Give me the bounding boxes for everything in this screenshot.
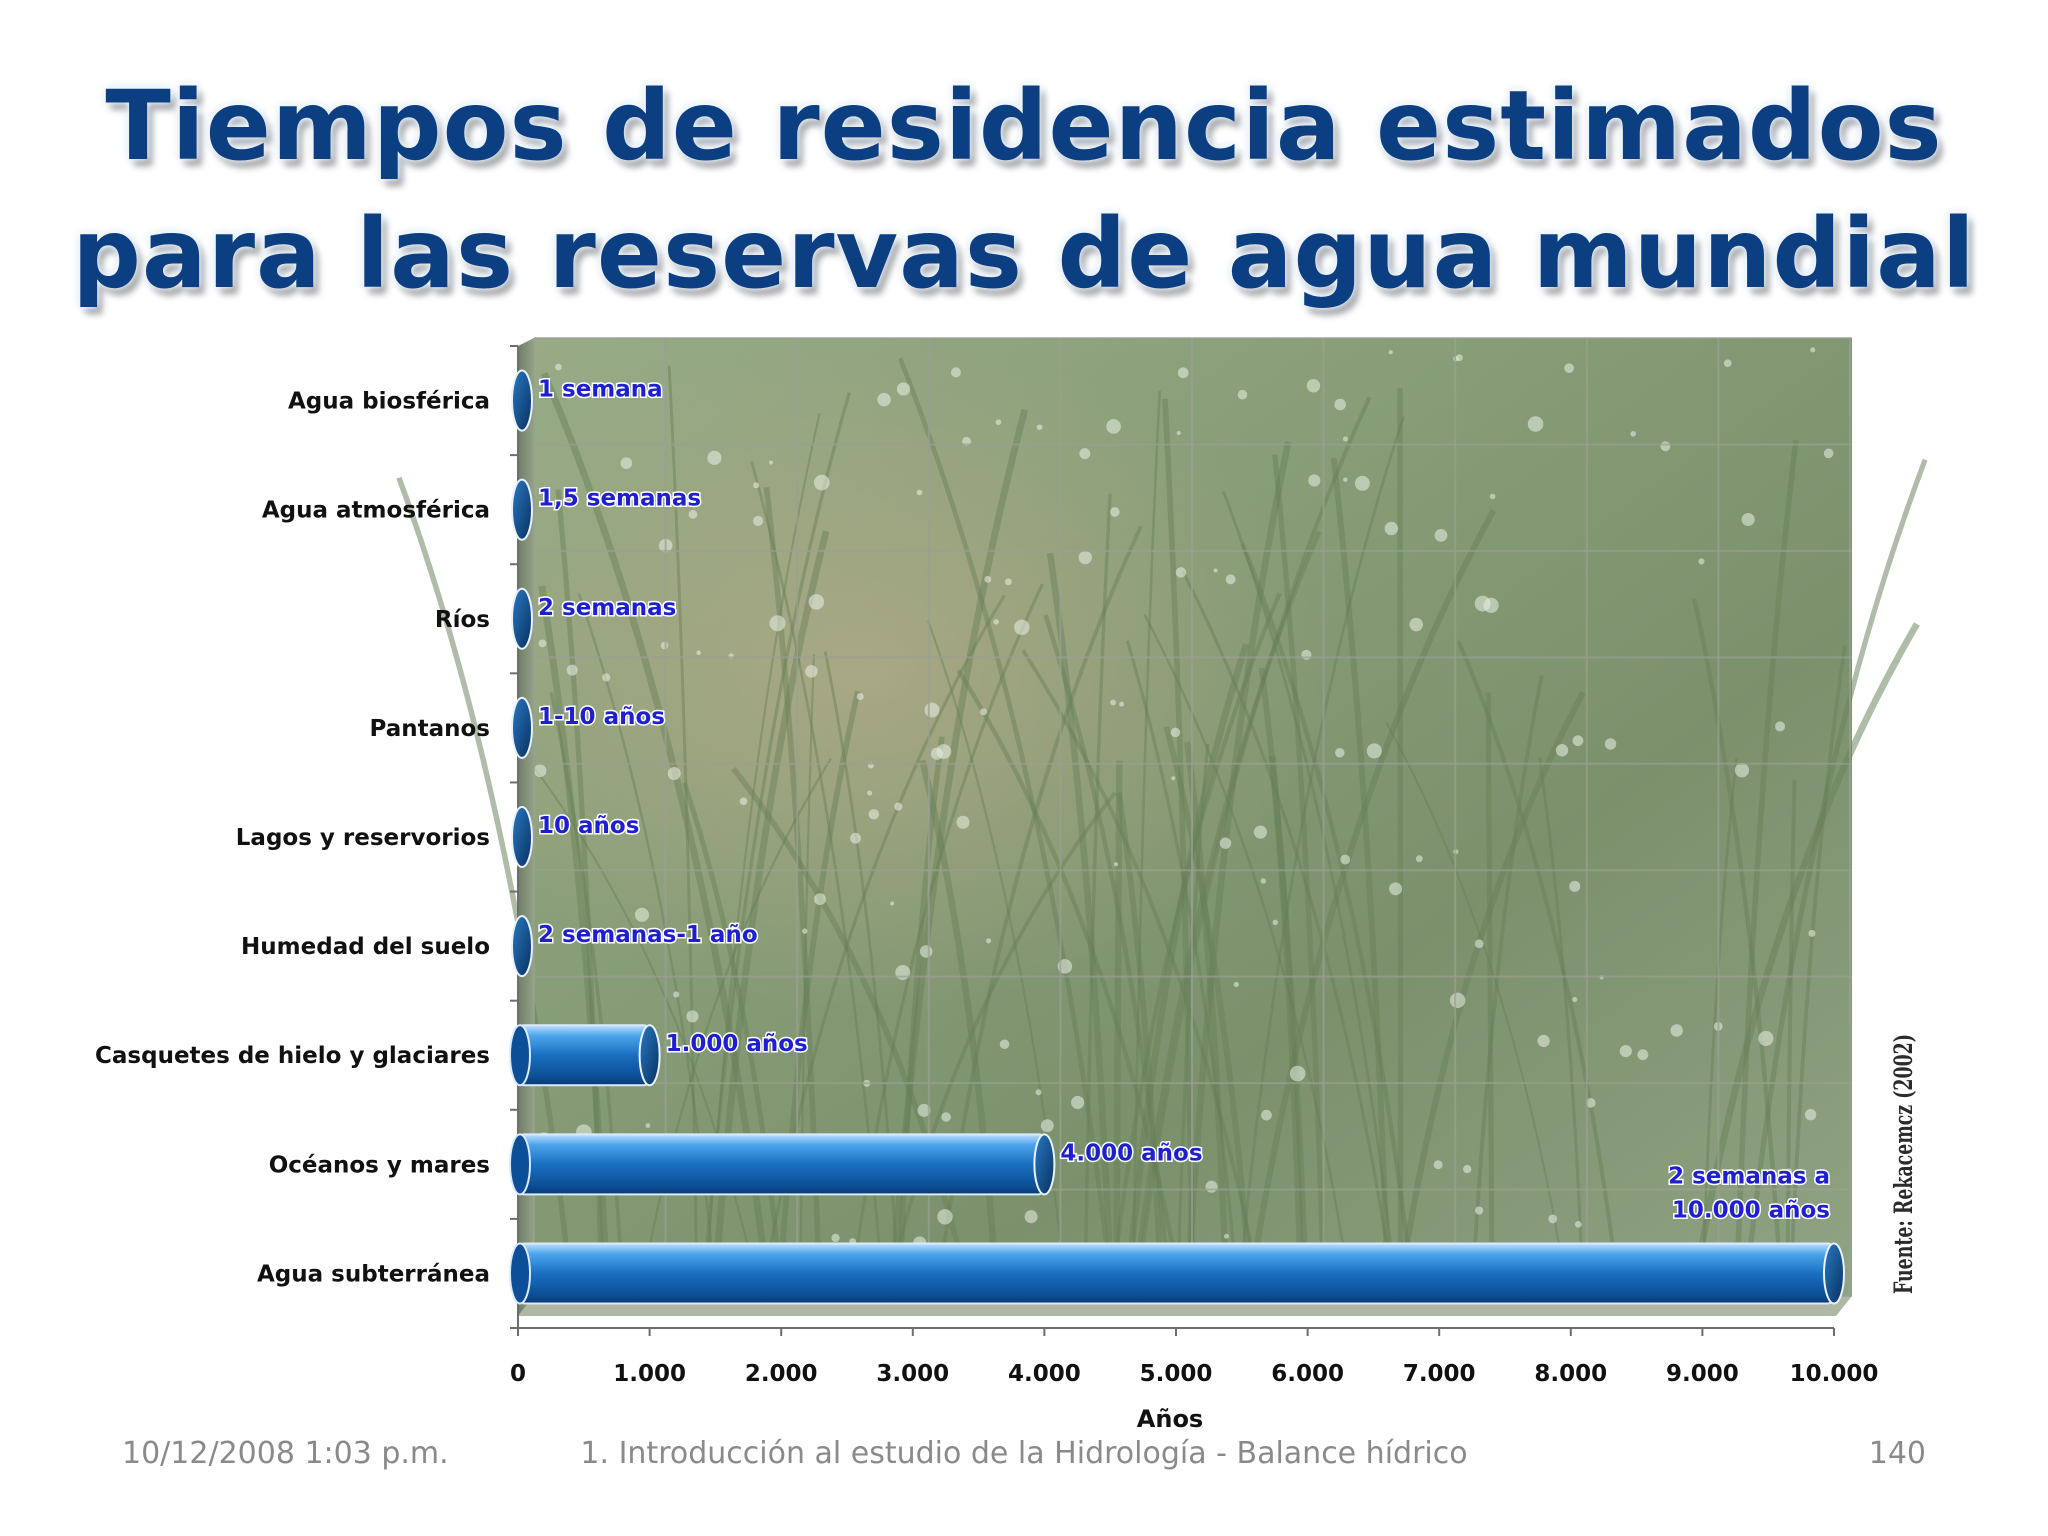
- footer-title: 1. Introducción al estudio de la Hidrolo…: [580, 1436, 1468, 1471]
- x-tick-label: 7.000: [1403, 1361, 1476, 1387]
- title-line-1: Tiempos de residencia estimados: [105, 70, 1943, 182]
- category-label: Ríos: [435, 607, 490, 633]
- data-label: 4.000 años: [1060, 1140, 1202, 1166]
- category-label: Agua biosférica: [288, 389, 490, 415]
- category-label: Casquetes de hielo y glaciares: [95, 1043, 490, 1069]
- category-label: Humedad del suelo: [241, 934, 490, 960]
- category-label: Agua atmosférica: [262, 498, 490, 524]
- x-tick-labels: 0 1.000 2.000 3.000 4.000 5.000 6.000 7.000 8.00…: [510, 1328, 1878, 1387]
- bar: [511, 915, 533, 978]
- data-label: 2 semanas a 10.000 años: [1668, 1163, 1830, 1223]
- x-tick-label: 8.000: [1534, 1361, 1607, 1387]
- data-label: 1-10 años: [538, 704, 665, 730]
- data-label: 1 semana: [538, 377, 663, 403]
- x-tick-label: 1.000: [613, 1361, 686, 1387]
- x-tick-label: 3.000: [876, 1361, 949, 1387]
- bars: [509, 369, 1845, 1305]
- category-labels: Agua biosférica Agua atmosférica Ríos Panta…: [95, 389, 490, 1288]
- data-label: 1,5 semanas: [538, 486, 701, 512]
- bar: [511, 369, 533, 432]
- x-tick-label: 5.000: [1140, 1361, 1213, 1387]
- footer-page-number: 140: [1868, 1436, 1926, 1471]
- data-label: 2 semanas-1 año: [538, 922, 758, 948]
- x-tick-label: 2.000: [745, 1361, 818, 1387]
- bar: [511, 696, 533, 759]
- x-axis-title: Años: [1137, 1405, 1203, 1433]
- x-tick-label: 9.000: [1666, 1361, 1739, 1387]
- category-label: Océanos y mares: [269, 1152, 490, 1178]
- data-label: 2 semanas: [538, 595, 676, 621]
- slide-title: Tiempos de residencia estimados para las…: [0, 62, 2048, 318]
- data-label: 1.000 años: [666, 1031, 808, 1057]
- bar: [509, 1242, 1845, 1305]
- source-note: Fuente: Rekacemcz (2002): [1889, 1034, 1918, 1294]
- category-label: Lagos y reservorios: [236, 825, 490, 851]
- title-line-2: para las reservas de agua mundial: [72, 198, 1976, 310]
- x-tick-label: 10.000: [1790, 1361, 1879, 1387]
- bar: [511, 806, 533, 868]
- bar: [511, 587, 533, 650]
- category-label: Pantanos: [369, 716, 490, 742]
- data-labels: 1 semana 1,5 semanas 2 semanas 1-10 años 10 …: [537, 375, 1832, 1225]
- x-tick-label: 4.000: [1008, 1361, 1081, 1387]
- bar: [509, 1024, 661, 1087]
- bar: [511, 478, 533, 541]
- footer-date: 10/12/2008 1:03 p.m.: [122, 1436, 449, 1471]
- bar: [509, 1133, 1056, 1196]
- category-label: Agua subterránea: [257, 1261, 490, 1287]
- data-label: 10 años: [538, 813, 639, 839]
- x-tick-label: 0: [510, 1361, 526, 1387]
- x-tick-label: 6.000: [1271, 1361, 1344, 1387]
